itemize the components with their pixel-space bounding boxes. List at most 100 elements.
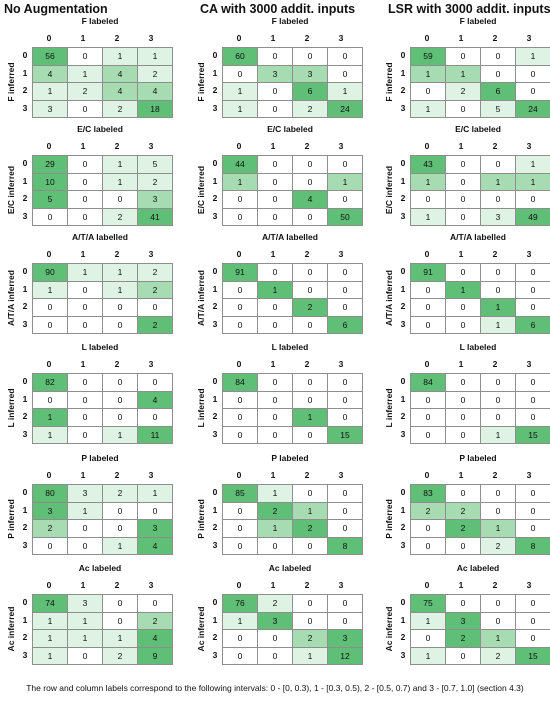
matrix-cell: 18 [137,99,173,118]
matrix-cell: 0 [67,172,103,191]
inferred-axis-label: F inferred [384,62,394,102]
matrix-cell: 0 [137,373,173,392]
matrix-cell: 2 [102,646,138,665]
matrix-cell: 0 [292,373,328,392]
matrix-cell: 2 [137,280,173,299]
matrix-cell: 1 [292,646,328,665]
matrix-row: 43 0 0 1 [410,155,550,174]
column-index-label: 0 [424,33,430,43]
matrix-cell: 0 [257,172,293,191]
matrix-cell: 0 [67,298,103,317]
matrix-cell: 44 [222,155,258,174]
matrix-cell: 1 [137,484,173,503]
matrix-cell: 3 [480,207,516,226]
matrix-cell: 0 [410,315,446,334]
matrix-cell: 1 [32,408,68,427]
column-index-label: 0 [424,470,430,480]
column-index-label: 2 [304,33,310,43]
matrix-cell: 2 [445,629,481,648]
matrix-cell: 0 [480,408,516,427]
matrix-cell: 1 [515,172,550,191]
matrix-row: 85 1 0 0 [222,484,363,503]
matrix-cell: 0 [32,390,68,409]
confusion-matrix: 84 0 0 0 0 0 0 0 0 0 0 0 0 0 1 15 [410,373,550,444]
matrix-cell: 0 [67,207,103,226]
row-index-label: 1 [212,175,218,186]
row-index-label: 0 [22,158,28,168]
inferred-axis-label: A/T/A inferred [384,270,394,326]
column-index-label: 0 [424,249,430,259]
matrix-cell: 76 [222,594,258,613]
matrix-title: E/C labeled [455,124,501,134]
matrix-cell: 0 [222,408,258,427]
matrix-cell: 1 [67,629,103,648]
matrix-cell: 4 [102,82,138,101]
matrix-cell: 0 [257,207,293,226]
matrix-cell: 1 [32,425,68,444]
row-index-label: 3 [212,428,218,439]
confusion-matrix: 91 0 0 0 0 1 0 0 0 0 2 0 0 0 0 6 [222,263,363,334]
matrix-cell: 1 [327,172,363,191]
matrix-cell: 0 [67,425,103,444]
matrix-cell: 3 [327,629,363,648]
matrix-cell: 3 [137,519,173,538]
matrix-cell: 0 [445,207,481,226]
matrix-cell: 0 [445,536,481,555]
row-index-label: 3 [22,428,28,439]
column-index-label: 1 [458,141,464,151]
row-index-label: 1 [400,175,406,186]
matrix-cell: 1 [102,155,138,174]
matrix-cell: 0 [292,172,328,191]
column-index-label: 0 [46,359,52,369]
matrix-cell: 0 [257,99,293,118]
inferred-axis-label: Ac inferred [196,606,206,652]
matrix-cell: 1 [410,207,446,226]
row-index-label: 2 [22,301,28,311]
row-index-label: 2 [212,411,218,421]
matrix-cell: 2 [137,315,173,334]
matrix-cell: 0 [102,190,138,209]
matrix-row: 44 0 0 0 [222,155,363,174]
matrix-cell: 0 [410,82,446,101]
matrix-cell: 3 [257,64,293,83]
matrix-cell: 3 [137,190,173,209]
column-index-label: 2 [492,33,498,43]
inferred-axis-label: L inferred [384,388,394,428]
matrix-cell: 0 [102,611,138,630]
matrix-cell: 8 [327,536,363,555]
matrix-cell: 1 [67,64,103,83]
column-index-label: 2 [304,580,310,590]
matrix-cell: 1 [480,629,516,648]
column-index-label: 1 [458,580,464,590]
matrix-cell: 0 [327,263,363,282]
matrix-cell: 1 [222,172,258,191]
matrix-cell: 0 [327,47,363,66]
column-index-label: 0 [236,580,242,590]
row-index-label: 1 [22,67,28,78]
matrix-cell: 0 [292,484,328,503]
matrix-cell: 0 [445,594,481,613]
matrix-row: 0 0 1 15 [410,425,550,444]
matrix-cell: 4 [137,390,173,409]
row-index-label: 0 [400,376,406,386]
inferred-axis-label: Ac inferred [384,606,394,652]
column-index-label: 0 [424,141,430,151]
matrix-cell: 0 [515,64,550,83]
confusion-matrix: 43 0 0 1 1 0 1 1 0 0 0 0 1 0 3 49 [410,155,550,226]
row-index-label: 1 [22,614,28,625]
matrix-cell: 0 [67,99,103,118]
column-index-label: 2 [492,141,498,151]
row-index-label: 3 [22,318,28,329]
confusion-matrix: 60 0 0 0 0 3 3 0 1 0 6 1 1 0 2 24 [222,47,363,118]
matrix-cell: 2 [137,263,173,282]
matrix-cell: 2 [32,519,68,538]
matrix-cell: 0 [257,315,293,334]
matrix-cell: 0 [222,629,258,648]
matrix-cell: 2 [102,99,138,118]
row-index-label: 0 [212,487,218,497]
